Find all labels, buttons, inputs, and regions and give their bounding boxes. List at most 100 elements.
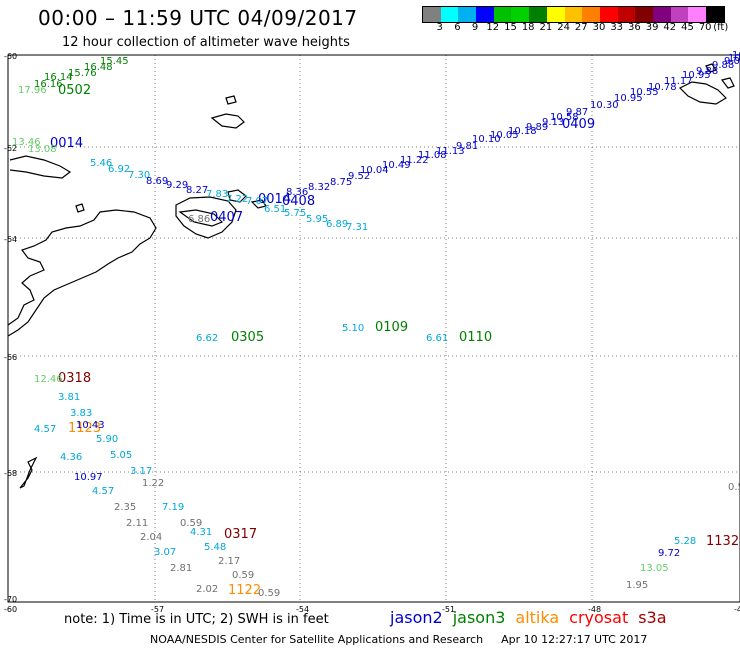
wave-height-value: 10.97 bbox=[74, 472, 103, 483]
wave-height-value: 8.32 bbox=[308, 182, 330, 193]
legend-swatch bbox=[635, 7, 653, 22]
legend-swatch bbox=[493, 7, 512, 22]
island-sw bbox=[19, 456, 38, 489]
wave-height-value: 1.22 bbox=[142, 478, 164, 489]
legend-swatch bbox=[688, 7, 706, 22]
map-frame bbox=[7, 54, 740, 603]
track-label: 0109 bbox=[375, 320, 408, 335]
legend-label: 21 bbox=[539, 22, 553, 33]
track-label: 0110 bbox=[459, 330, 492, 345]
wave-height-value: 9.72 bbox=[658, 548, 680, 559]
wave-height-value: 5.10 bbox=[342, 323, 364, 334]
legend-label: 24 bbox=[557, 22, 570, 33]
island-ne-3 bbox=[720, 77, 735, 89]
wave-height-value: 6.89 bbox=[326, 219, 348, 230]
wave-height-value: 9.88 bbox=[712, 60, 734, 71]
legend-label: 27 bbox=[574, 22, 588, 33]
island-ne-2 bbox=[705, 63, 717, 73]
wave-height-value: 7.19 bbox=[162, 502, 184, 513]
longitude-label: -51 bbox=[442, 605, 455, 614]
legend-swatch bbox=[599, 7, 618, 22]
wave-height-value: 15.76 bbox=[68, 68, 97, 79]
elephant-island bbox=[178, 209, 224, 227]
track-label: 1123 bbox=[68, 421, 101, 436]
wave-height-value: 4.57 bbox=[34, 424, 56, 435]
legend-swatch bbox=[564, 7, 583, 22]
wave-height-value: 7.22 bbox=[226, 194, 248, 205]
legend-label: 42 bbox=[663, 22, 677, 33]
wave-height-value: 9.87 bbox=[566, 107, 588, 118]
footer-timestamp: Apr 10 12:27:17 UTC 2017 bbox=[501, 633, 648, 646]
latitude-label: -62 bbox=[4, 144, 17, 153]
wave-height-value: 9.52 bbox=[348, 171, 370, 182]
legend-swatch bbox=[511, 7, 530, 22]
wave-height-value: 9.13 bbox=[542, 117, 564, 128]
wave-height-value: 13.46 bbox=[12, 137, 41, 148]
wave-height-value: 7.31 bbox=[346, 222, 368, 233]
wave-height-value: 0.5 bbox=[728, 482, 740, 493]
longitude-labels: -60 -57 -54 -51 -48 -45 bbox=[4, 605, 740, 614]
legend-swatch bbox=[476, 7, 494, 22]
note-text: note: 1) Time is in UTC; 2) SWH is in fe… bbox=[64, 612, 329, 627]
track-label: 1132 bbox=[706, 534, 739, 549]
wave-height-value: 5.75 bbox=[284, 208, 306, 219]
wave-height-value: 5.90 bbox=[96, 434, 118, 445]
wave-height-value: 6.62 bbox=[196, 333, 218, 344]
legend-swatch bbox=[529, 7, 547, 22]
wave-height-value: 10.95 bbox=[614, 93, 643, 104]
wave-height-value: 0.59 bbox=[232, 570, 254, 581]
longitude-label: -54 bbox=[296, 605, 309, 614]
wave-height-value: 3.07 bbox=[154, 547, 176, 558]
wave-height-value: 6.61 bbox=[426, 333, 448, 344]
island-nw-2 bbox=[225, 95, 237, 105]
satellite-legend: jason2 jason3 altika cryosat s3a bbox=[390, 608, 677, 627]
track-label: 0407 bbox=[210, 210, 243, 225]
footer-credit: NOAA/NESDIS Center for Satellite Applica… bbox=[150, 633, 484, 646]
wave-height-value: 8.27 bbox=[186, 185, 208, 196]
wave-height-value: 9.29 bbox=[166, 180, 188, 191]
wave-height-value: 10.58 bbox=[550, 112, 579, 123]
wave-height-value: 8.75 bbox=[330, 177, 352, 188]
wave-height-value: 9.88 bbox=[696, 66, 718, 77]
legend-label: 70 bbox=[698, 22, 712, 33]
wave-height-value: 3.83 bbox=[70, 408, 92, 419]
track-label: 0014 bbox=[50, 136, 83, 151]
island-nw bbox=[210, 113, 245, 129]
track-label: 0502 bbox=[58, 83, 91, 98]
wave-height-value: 13.08 bbox=[28, 144, 57, 155]
wave-height-value: 11.22 bbox=[400, 155, 429, 166]
wave-height-value: 13.05 bbox=[640, 563, 669, 574]
wave-height-value: 8.69 bbox=[146, 176, 168, 187]
wave-height-value: 10.18 bbox=[508, 126, 537, 137]
wave-height-value: 2.02 bbox=[196, 584, 218, 595]
altimeter-tracks: 0502001404080014040704090305010901100318… bbox=[50, 83, 739, 598]
wave-height-value: 10.43 bbox=[76, 420, 105, 431]
wave-height-value: 2.04 bbox=[140, 532, 162, 543]
island-coast-north bbox=[9, 155, 72, 179]
wave-height-value: 9.07 bbox=[724, 56, 740, 67]
wave-height-value: 10.78 bbox=[648, 82, 677, 93]
wave-height-value: 11.13 bbox=[436, 146, 465, 157]
legend-swatch bbox=[458, 7, 477, 22]
wave-height-value: 3.17 bbox=[130, 466, 152, 477]
track-label: 0317 bbox=[224, 527, 257, 542]
wave-height-value: 7.83 bbox=[206, 189, 228, 200]
legend-swatch bbox=[423, 7, 441, 22]
longitude-label: -48 bbox=[588, 605, 601, 614]
wave-height-value: 5.28 bbox=[674, 536, 696, 547]
island-ne bbox=[678, 81, 727, 105]
wave-height-value: 15.45 bbox=[100, 56, 129, 67]
longitude-label: -45 bbox=[734, 605, 740, 614]
wave-height-value: 4.31 bbox=[190, 527, 212, 538]
satellite-legend-item: s3a bbox=[638, 608, 667, 627]
wave-height-value: 17.96 bbox=[18, 85, 47, 96]
latitude-label: -66 bbox=[4, 353, 17, 362]
wave-height-value: 2.35 bbox=[114, 502, 136, 513]
latitude-label: -68 bbox=[4, 469, 17, 478]
wave-height-value: 0.59 bbox=[258, 588, 280, 599]
track-label: 1122 bbox=[228, 583, 261, 598]
wave-height-value: 7.07 bbox=[246, 196, 268, 207]
legend-swatch bbox=[706, 7, 724, 22]
legend-swatch bbox=[617, 7, 636, 22]
